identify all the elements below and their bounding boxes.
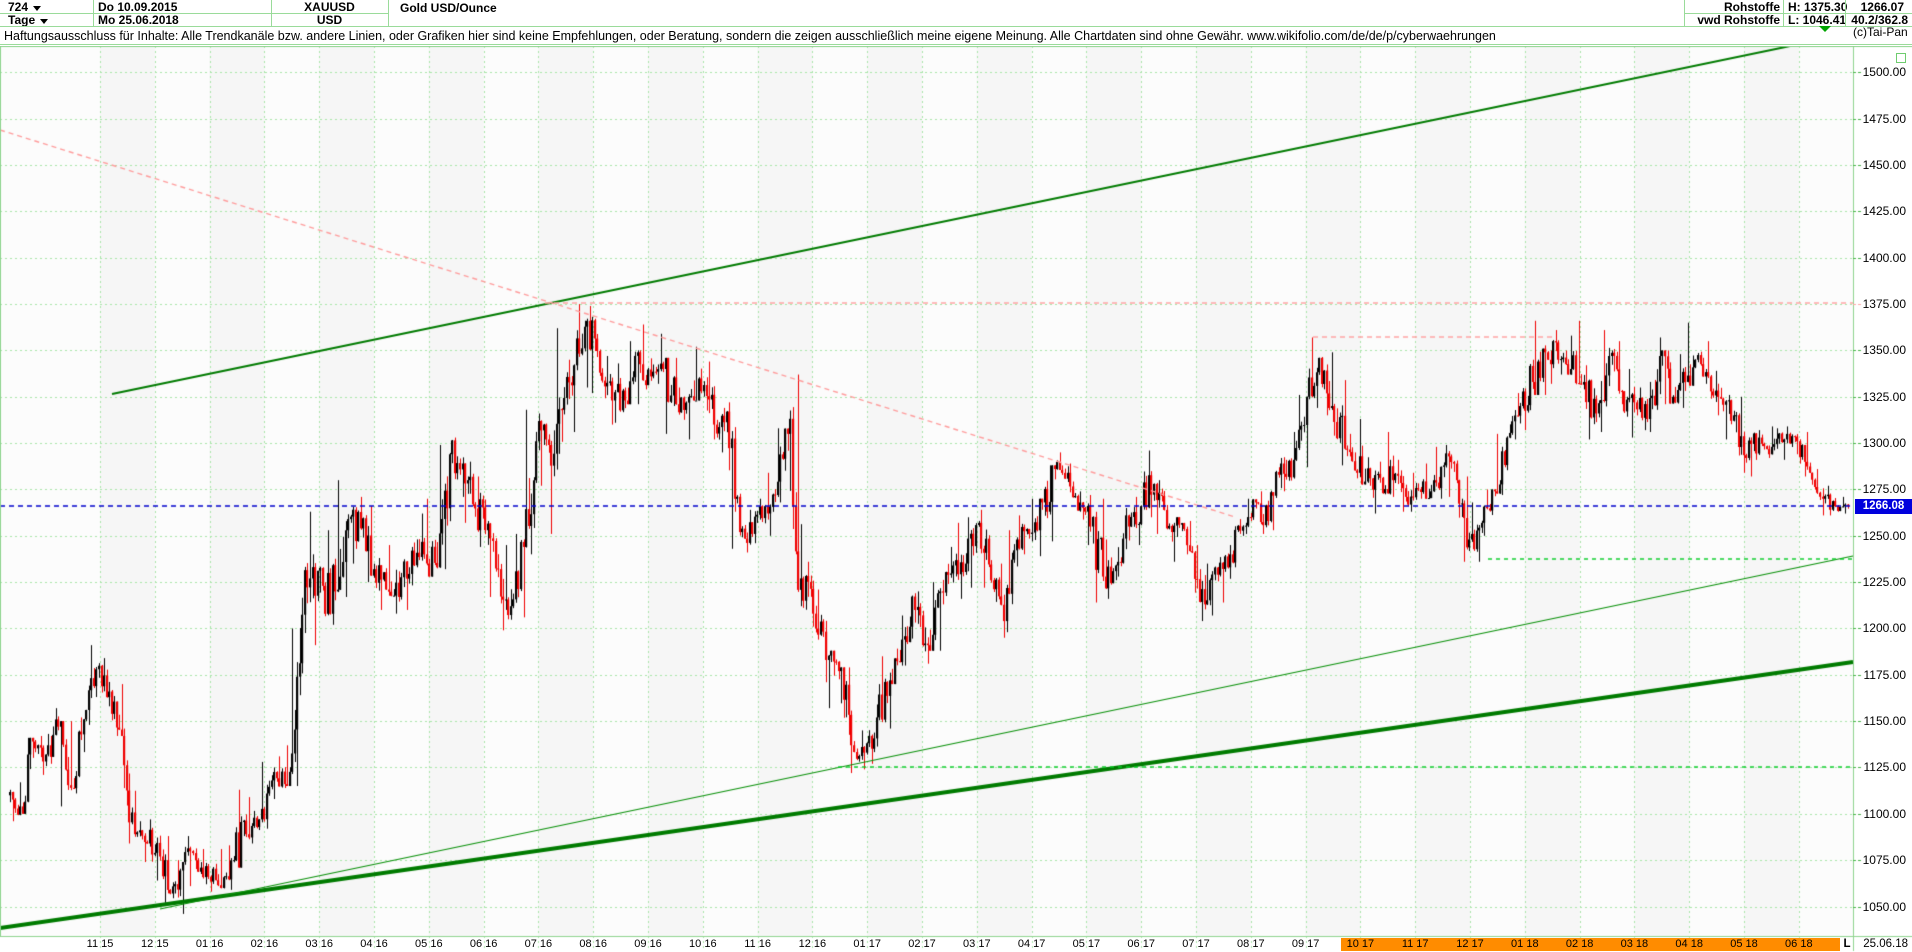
- axis-marker-icon[interactable]: [1896, 53, 1906, 63]
- period-dropdown[interactable]: Tage: [8, 13, 49, 27]
- x-axis-month-label: 03 17: [963, 938, 991, 950]
- y-axis-tick-label: 1150.00: [1863, 714, 1907, 729]
- x-axis-month-label: 06 18: [1785, 938, 1813, 950]
- period-high: H: 1375.30: [1788, 0, 1848, 14]
- x-axis-month-label: 05 18: [1730, 938, 1758, 950]
- x-axis-month-label: 11 16: [744, 938, 771, 950]
- period-value: Tage: [8, 13, 36, 27]
- last-date-label: 25.06.18: [1863, 938, 1908, 950]
- bars-count-dropdown[interactable]: 724: [8, 0, 42, 14]
- symbol-code: XAUUSD: [304, 0, 355, 14]
- x-axis-month-label: 12 17: [1456, 938, 1484, 950]
- y-axis-tick-label: 1425.00: [1862, 204, 1906, 219]
- date-from: Do 10.09.2015: [98, 0, 178, 14]
- symbol-currency: USD: [316, 13, 343, 27]
- y-axis-tick-label: 1300.00: [1862, 436, 1906, 451]
- x-axis-month-label: 01 18: [1511, 938, 1539, 950]
- x-axis-month-label: 03 18: [1620, 938, 1649, 950]
- price-chart-canvas[interactable]: [0, 46, 1912, 952]
- current-price-tag: 1266.08: [1855, 499, 1912, 514]
- x-axis-month-label: 08 17: [1237, 938, 1265, 950]
- y-axis-tick-label: 1475.00: [1862, 111, 1906, 126]
- header-row-divider: [1684, 13, 1912, 14]
- chart-header: 724 Tage Do 10.09.2015 Mo 25.06.2018 XAU…: [0, 0, 1912, 27]
- chevron-down-icon: [40, 19, 49, 24]
- group-name: Rohstoffe: [1724, 0, 1780, 14]
- x-axis-month-label: 11 15: [86, 938, 114, 950]
- y-axis-tick-label: 1225.00: [1862, 575, 1906, 590]
- copyright-label: (c)Tai-Pan: [1853, 25, 1908, 39]
- x-axis-month-label: 01 16: [195, 938, 224, 950]
- x-axis-month-label: 02 18: [1565, 938, 1594, 950]
- x-axis-month-label: 02 17: [908, 938, 936, 950]
- x-axis-month-label: 12 15: [141, 938, 169, 950]
- date-to: Mo 25.06.2018: [98, 13, 179, 27]
- y-axis-tick-label: 1350.00: [1862, 343, 1906, 358]
- y-axis-tick-label: 1050.00: [1862, 899, 1906, 914]
- bars-count-value: 724: [8, 0, 29, 14]
- y-axis-tick-label: 1100.00: [1863, 806, 1907, 821]
- x-axis-month-label: 07 17: [1182, 938, 1210, 950]
- x-axis-month-label: 06 16: [469, 938, 498, 950]
- y-axis-tick-label: 1250.00: [1862, 528, 1906, 543]
- chart-area: [0, 46, 1912, 952]
- x-axis-month-label: 09 17: [1291, 938, 1320, 950]
- header-row-divider: [0, 13, 388, 14]
- x-axis-month-label: 04 17: [1017, 938, 1046, 950]
- y-axis-tick-label: 1200.00: [1862, 621, 1906, 636]
- highlighted-period-band: [1341, 938, 1840, 951]
- x-axis-month-label: 04 16: [360, 938, 388, 950]
- y-axis-tick-label: 1325.00: [1862, 389, 1906, 404]
- x-axis-month-label: 03 16: [305, 938, 333, 950]
- header-value-2: 40.2/362.8: [1851, 13, 1908, 27]
- y-axis-tick-label: 1275.00: [1862, 482, 1906, 497]
- x-axis-month-label: 08 16: [579, 938, 607, 950]
- y-axis-tick-label: 1125.00: [1863, 760, 1907, 775]
- x-axis-month-label: 02 16: [250, 938, 279, 950]
- x-axis-month-label: 01 17: [853, 938, 881, 950]
- x-axis-month-label: 11 17: [1401, 938, 1429, 950]
- x-axis-month-label: 05 17: [1072, 938, 1101, 950]
- x-axis-month-label: 06 17: [1127, 938, 1155, 950]
- group-source: vwd Rohstoffe: [1697, 13, 1780, 27]
- y-axis-tick-label: 1500.00: [1862, 65, 1906, 80]
- y-axis-tick-label: 1400.00: [1862, 250, 1906, 265]
- x-axis-month-label: 07 16: [524, 938, 553, 950]
- period-low: L: 1046.41: [1788, 13, 1847, 27]
- header-value-1: 1266.07: [1860, 0, 1904, 14]
- last-bar-marker: L: [1843, 938, 1851, 950]
- y-axis-tick-label: 1075.00: [1862, 853, 1906, 868]
- header-divider: [388, 0, 389, 27]
- x-axis-month-label: 09 16: [634, 938, 662, 950]
- y-axis-tick-label: 1450.00: [1862, 158, 1906, 173]
- x-axis-month-label: 10 16: [689, 938, 717, 950]
- chevron-down-icon: [33, 6, 42, 11]
- trendline-arrow-icon: [1819, 26, 1831, 32]
- x-axis-month-label: 10 17: [1346, 938, 1375, 950]
- y-axis-tick-label: 1375.00: [1862, 297, 1906, 312]
- instrument-name: Gold USD/Ounce: [400, 1, 497, 15]
- y-axis-tick-label: 1175.00: [1863, 667, 1907, 682]
- x-axis-month-label: 05 16: [415, 938, 443, 950]
- disclaimer-text: Haftungsausschluss für Inhalte: Alle Tre…: [0, 27, 1912, 45]
- header-bottom-border: [0, 26, 1912, 27]
- x-axis-month-label: 04 18: [1675, 938, 1703, 950]
- x-axis-month-label: 12 16: [798, 938, 827, 950]
